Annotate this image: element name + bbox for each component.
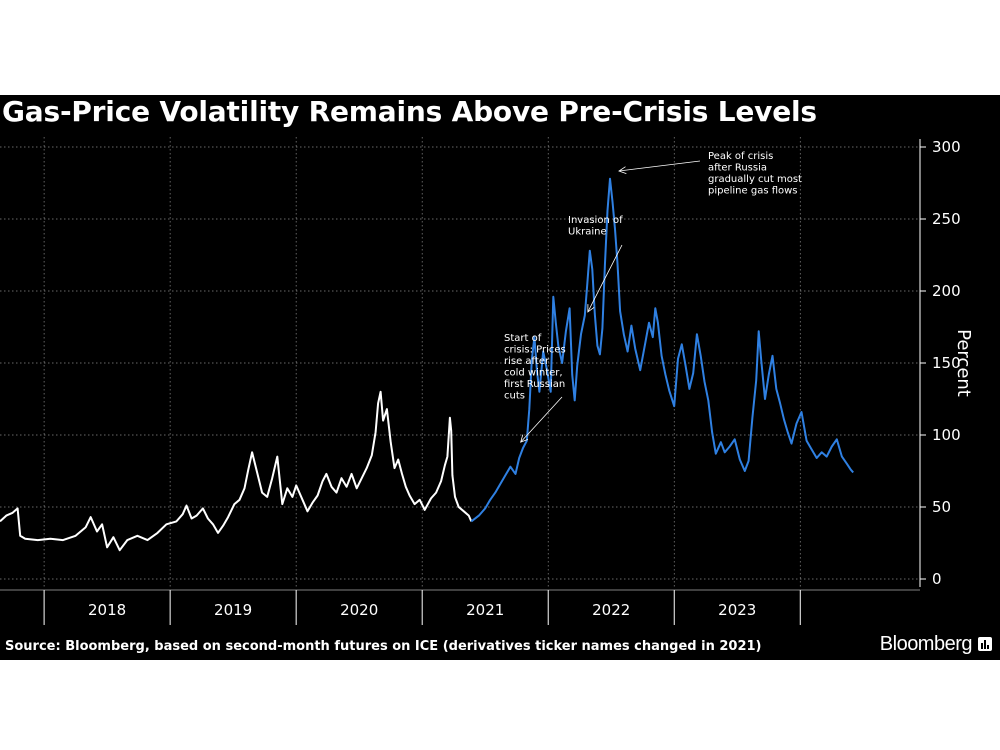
bloomberg-logo: Bloomberg [879, 633, 973, 655]
annotation-text: crisis: Prices [504, 345, 566, 356]
y-tick-label: 250 [932, 210, 961, 228]
annotation-text: after Russia [708, 163, 767, 174]
y-tick-label: 0 [932, 570, 942, 588]
source-note: Source: Bloomberg, based on second-month… [5, 639, 762, 654]
annotation-text: first Russian [504, 379, 565, 390]
bloomberg-chart-icon [978, 637, 992, 651]
annotation-text: Start of [504, 333, 542, 344]
annotation-arrowhead [520, 434, 529, 443]
x-tick-label: 2023 [718, 601, 756, 619]
annotation-text: cold winter, [504, 368, 563, 379]
y-tick-label: 300 [932, 138, 961, 156]
annotation-text: cuts [504, 391, 525, 402]
x-tick-label: 2020 [340, 601, 378, 619]
annotation-text: Ukraine [568, 227, 607, 238]
annotation-text: Invasion of [568, 215, 623, 226]
series-line-white [0, 390, 473, 552]
series-line-blue [470, 177, 854, 523]
y-tick-label: 50 [932, 498, 951, 516]
x-tick-label: 2018 [88, 601, 126, 619]
x-tick-label: 2019 [214, 601, 252, 619]
annotation-arrow [618, 160, 701, 172]
x-tick-label: 2022 [592, 601, 630, 619]
annotation-text: rise after [504, 356, 550, 367]
annotation-arrow [520, 396, 563, 443]
annotation-text: gradually cut most [708, 174, 802, 185]
annotation-text: Peak of crisis [708, 151, 773, 162]
y-tick-label: 200 [932, 282, 961, 300]
annotation-arrowhead [587, 304, 595, 313]
x-tick-label: 2021 [466, 601, 504, 619]
y-tick-label: 100 [932, 426, 961, 444]
annotation-text: pipeline gas flows [708, 186, 798, 197]
y-tick-label: 150 [932, 354, 961, 372]
chart-canvas: 0501001502002503002017201820192020202120… [0, 137, 974, 625]
annotation-arrowhead [618, 166, 627, 174]
chart-title: Gas-Price Volatility Remains Above Pre-C… [2, 95, 817, 128]
annotation-arrow [587, 244, 623, 313]
chart-frame: Gas-Price Volatility Remains Above Pre-C… [0, 95, 1000, 660]
y-axis-label: Percent [953, 329, 974, 397]
